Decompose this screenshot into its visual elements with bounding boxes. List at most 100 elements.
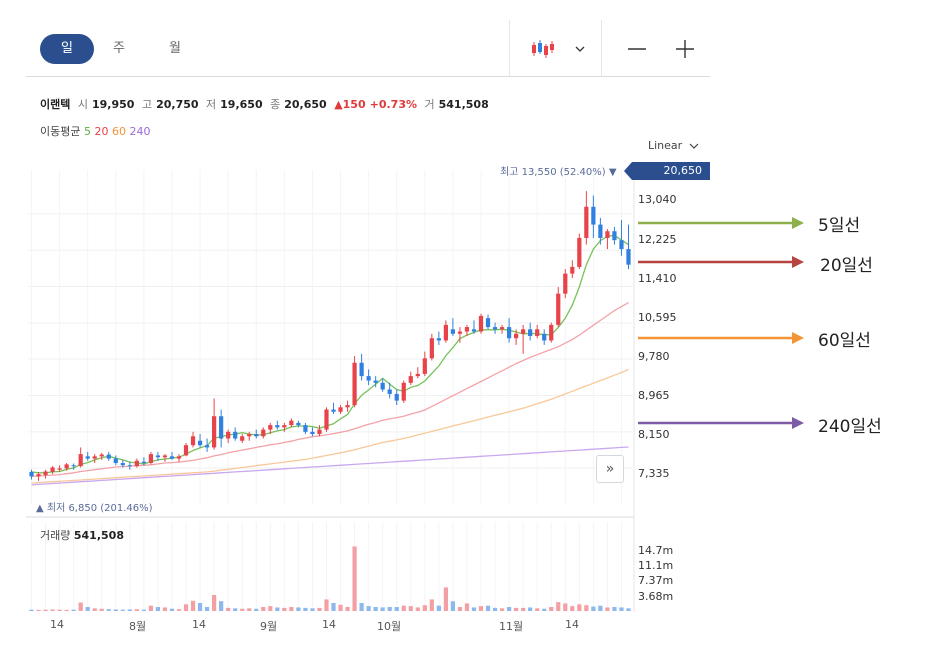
candle-body (457, 331, 463, 334)
volume-bar (71, 609, 76, 611)
volume-bar (521, 607, 526, 611)
toolbar-divider (601, 20, 602, 76)
volume-bar (345, 606, 350, 611)
candle-body (331, 409, 336, 412)
chart-grid (26, 170, 635, 612)
volume-bar (352, 546, 357, 611)
high-price: 20,750 (156, 98, 199, 111)
chart-toolbar: 일 주 월 (26, 20, 710, 77)
candle-body (450, 329, 456, 334)
volume-bar (535, 608, 540, 611)
x-tick-label: 14 (50, 618, 64, 631)
volume-bar (528, 607, 533, 611)
volume-bar (190, 600, 196, 611)
candle-body (619, 240, 624, 250)
candle-body (542, 333, 547, 341)
x-tick-label: 14 (322, 618, 336, 631)
candle-body (317, 429, 322, 435)
candle-body (436, 338, 441, 341)
chevron-down-icon[interactable] (566, 34, 594, 64)
y-tick-label: 9,780 (638, 350, 670, 363)
annotation-arrow-head (792, 256, 804, 268)
candle-body (422, 358, 427, 374)
volume-bar (240, 608, 245, 611)
candlestick-icon[interactable] (526, 34, 560, 64)
volume-bar (422, 605, 427, 611)
volume-bar (514, 607, 519, 611)
volume-bar (226, 607, 231, 611)
volume-label: 거 (424, 98, 435, 111)
zoom-out-button[interactable] (622, 34, 652, 64)
candle-body (626, 249, 631, 265)
candle-body (134, 460, 139, 467)
volume-bar (373, 606, 378, 611)
scale-dropdown[interactable]: Linear (648, 139, 699, 152)
candle-body (57, 468, 62, 470)
volume-bar (598, 605, 603, 611)
volume-bar (78, 602, 83, 611)
candlestick-series (29, 191, 631, 481)
volume-bar (50, 609, 55, 611)
toolbar-divider (509, 20, 510, 76)
tab-daily[interactable]: 일 (40, 34, 94, 64)
open-label: 시 (77, 98, 88, 111)
volume-tick-label: 3.68m (638, 590, 674, 603)
price-change-pct: +0.73% (369, 98, 417, 111)
candle-body (528, 329, 533, 336)
volume-bar (394, 606, 399, 611)
scale-label: Linear (648, 139, 683, 152)
candle-body (380, 382, 385, 390)
moving-average-legend[interactable]: 이동평균 5 20 60 240 (40, 123, 150, 139)
volume-bar (36, 609, 41, 611)
candle-body (275, 425, 280, 428)
candle-body (71, 465, 76, 467)
candle-body (338, 407, 343, 412)
candle-body (190, 436, 196, 446)
volume-bar (155, 606, 161, 611)
y-tick-label: 8,150 (638, 428, 670, 441)
volume-bar (471, 607, 477, 611)
volume-bar (85, 606, 90, 611)
candle-body (176, 456, 182, 459)
volume-bar (289, 606, 294, 611)
ma-label: 이동평균 (40, 125, 81, 138)
volume-bar (134, 609, 139, 611)
volume-bar (106, 609, 111, 611)
candle-body (78, 454, 83, 467)
volume-bar (380, 607, 385, 611)
candle-body (324, 409, 329, 430)
volume-bar (401, 605, 406, 611)
volume-bar (324, 599, 329, 611)
y-tick-label: 12,225 (638, 233, 677, 246)
tab-monthly[interactable]: 월 (169, 41, 181, 56)
candle-body (303, 425, 308, 432)
volume-bar (478, 606, 484, 611)
volume-bar (204, 606, 210, 611)
volume-bar (64, 609, 69, 611)
annotation-arrow-head (792, 417, 804, 429)
volume-bar (113, 609, 118, 611)
x-tick-label: 9월 (260, 620, 278, 633)
candle-body (478, 315, 484, 332)
volume-bar (443, 587, 448, 611)
tab-weekly[interactable]: 주 (113, 41, 125, 56)
candle-body (254, 434, 259, 437)
candle-body (464, 327, 470, 332)
ma240-legend: 240 (129, 125, 151, 138)
volume-tick-label: 14.7m (638, 544, 674, 557)
ma20-line (31, 302, 629, 478)
candle-body (43, 471, 48, 476)
volume-bar (577, 604, 582, 611)
candle-body (212, 416, 217, 448)
candle-body (247, 434, 252, 437)
volume-bar (169, 608, 175, 611)
volume-bar (464, 603, 470, 611)
zoom-in-button[interactable] (670, 34, 700, 64)
candle-body (113, 458, 118, 464)
candle-body (535, 329, 540, 336)
price-change: ▲150 (334, 98, 366, 111)
candle-body (408, 376, 413, 383)
candle-body (106, 454, 111, 459)
double-chevron-right-icon[interactable]: » (596, 455, 624, 483)
